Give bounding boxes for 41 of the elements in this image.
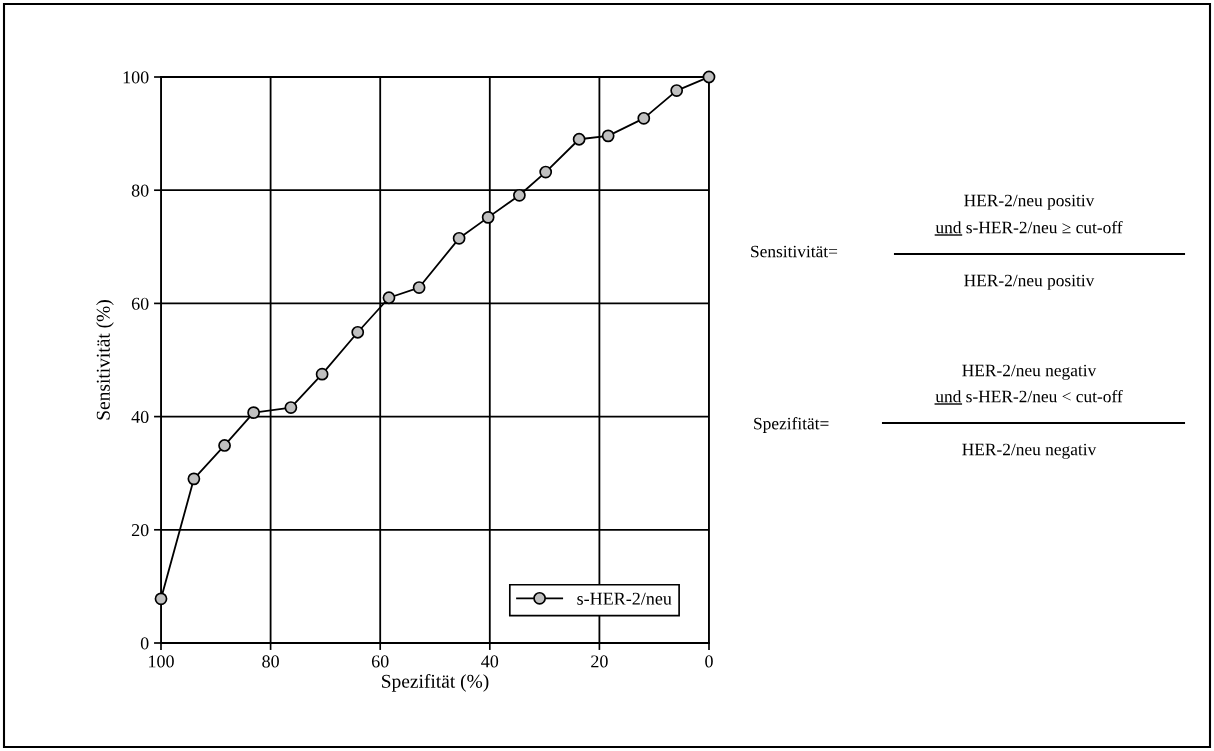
point — [637, 111, 651, 125]
y-tick-label: 100 — [123, 71, 149, 84]
x-axis-title: Spezifität (%) — [382, 673, 489, 692]
x-tick-label: 80 — [262, 655, 279, 668]
text: und s-HER-2/neu ≥ cut-off — [935, 220, 1123, 234]
point — [382, 291, 396, 305]
legend-label: s-HER-2/neu — [577, 592, 672, 605]
point — [539, 165, 553, 179]
text: HER-2/neu positiv — [964, 194, 1095, 210]
text: Spezifität= — [754, 417, 829, 433]
text: HER-2/neu negativ — [962, 364, 1097, 380]
text: HER-2/neu positiv — [964, 274, 1095, 290]
point — [247, 406, 261, 420]
point — [351, 325, 365, 339]
text: und s-HER-2/neu < cut-off — [935, 389, 1123, 403]
x-tick-label: 60 — [371, 655, 389, 668]
point — [412, 281, 426, 294]
x-tick-label: 100 — [149, 655, 174, 668]
point — [284, 401, 298, 414]
point — [601, 129, 615, 143]
point — [572, 132, 586, 146]
x-tick-label: 20 — [591, 655, 608, 668]
point — [315, 367, 329, 381]
point — [187, 472, 201, 486]
y-tick-label: 0 — [140, 637, 149, 650]
point — [481, 210, 495, 224]
x-tick-label: 0 — [705, 655, 713, 668]
text: HER-2/neu negativ — [962, 443, 1097, 459]
y-tick-label: 40 — [131, 410, 149, 424]
point — [154, 592, 168, 606]
point — [702, 70, 716, 84]
point — [452, 231, 466, 245]
y-tick-label: 60 — [131, 297, 149, 310]
text: Sensitivität= — [751, 245, 838, 258]
point — [218, 439, 231, 452]
y-tick-label: 20 — [131, 524, 149, 537]
point — [670, 84, 684, 97]
x-tick-label: 40 — [481, 655, 499, 668]
y-axis-title: Sensitivität (%) — [96, 300, 114, 420]
y-tick-label: 80 — [131, 184, 149, 197]
point — [513, 188, 526, 202]
